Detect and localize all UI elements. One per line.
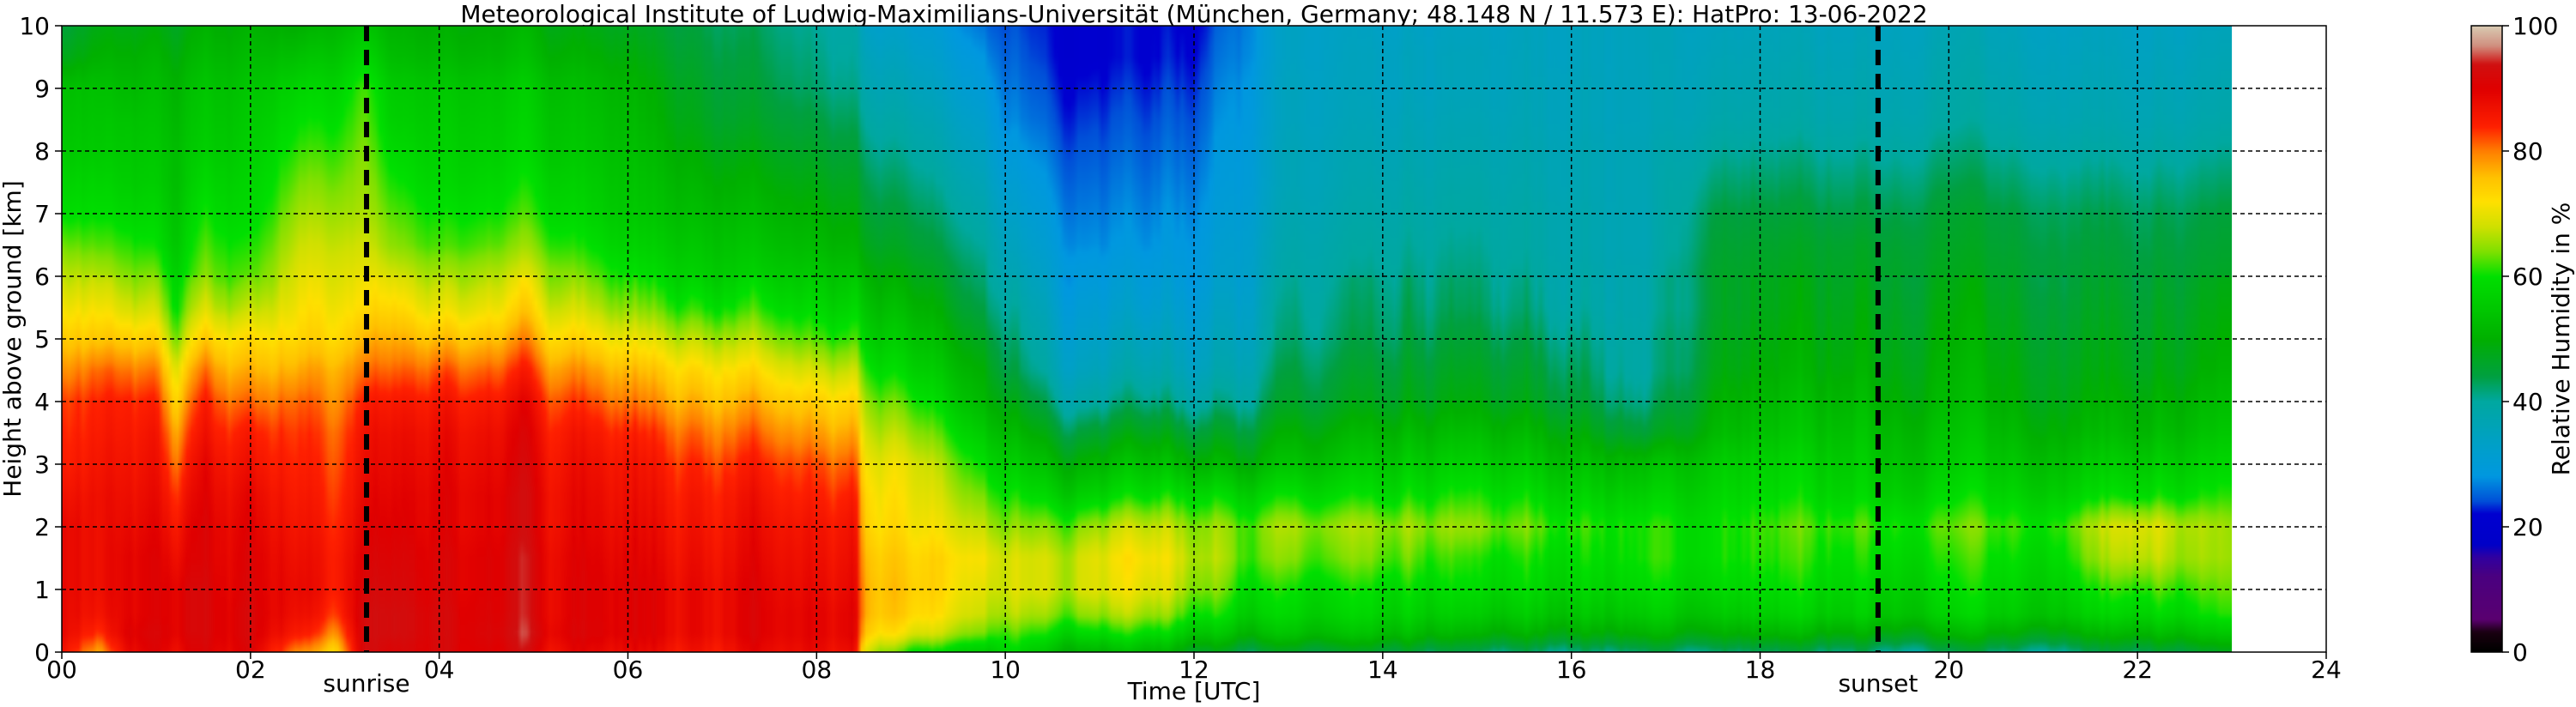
- colorbar-tick-label: 100: [2512, 12, 2558, 40]
- x-tick-label: 24: [2311, 656, 2342, 684]
- x-tick-label: 10: [990, 656, 1021, 684]
- sun-markers: [364, 26, 1881, 652]
- x-tick-label: 22: [2122, 656, 2153, 684]
- y-tick-label: 7: [34, 200, 50, 228]
- sunrise-label: sunrise: [323, 669, 409, 698]
- y-tick-label: 6: [34, 263, 50, 291]
- x-tick-label: 14: [1367, 656, 1398, 684]
- plot-area: [61, 25, 2327, 653]
- colorbar-label: Relative Humidity in %: [2547, 202, 2575, 476]
- colorbar: 0 20 40 60 80 100 Relative Humidity in %: [2470, 12, 2575, 667]
- colorbar-ticks: 0 20 40 60 80 100: [2502, 12, 2558, 667]
- x-tick-label: 12: [1179, 656, 1209, 684]
- y-tick-label: 8: [34, 137, 50, 166]
- sunset-label: sunset: [1838, 669, 1918, 698]
- x-tick-label: 00: [46, 656, 77, 684]
- y-tick-label: 1: [34, 576, 50, 604]
- colorbar-frame: [2470, 25, 2503, 653]
- chart-title: Meteorological Institute of Ludwig-Maxim…: [460, 0, 1927, 28]
- colorbar-tick-label: 20: [2512, 513, 2543, 541]
- y-tick-label: 5: [34, 325, 50, 354]
- y-tick-label: 4: [34, 388, 50, 416]
- x-tick-label: 20: [1934, 656, 1965, 684]
- y-tick-label: 10: [19, 12, 50, 40]
- y-tick-label: 0: [34, 638, 50, 667]
- colorbar-tick-label: 40: [2512, 388, 2543, 416]
- x-tick-label: 08: [802, 656, 833, 684]
- x-tick-label: 04: [424, 656, 455, 684]
- x-tick-label: 18: [1745, 656, 1776, 684]
- colorbar-tick-label: 80: [2512, 137, 2543, 166]
- y-tick-label: 9: [34, 75, 50, 103]
- y-axis-label: Height above ground [km]: [0, 180, 27, 498]
- colorbar-gradient: [2471, 26, 2502, 652]
- y-tick-label: 2: [34, 513, 50, 541]
- colorbar-tick-label: 60: [2512, 263, 2543, 291]
- y-axis-ticks: 0 1 2 3 4 5 6 7 8 9 10: [19, 12, 62, 667]
- x-tick-label: 16: [1556, 656, 1587, 684]
- x-axis-ticks: 00 02 04 06 08 10 12 14 16 18 20 22 24: [46, 652, 2342, 684]
- colorbar-tick-label: 0: [2512, 638, 2528, 667]
- grid-lines: [62, 26, 2326, 652]
- x-tick-label: 02: [235, 656, 266, 684]
- x-tick-label: 06: [613, 656, 644, 684]
- y-tick-label: 3: [34, 450, 50, 479]
- x-axis-label: Time [UTC]: [1127, 677, 1261, 705]
